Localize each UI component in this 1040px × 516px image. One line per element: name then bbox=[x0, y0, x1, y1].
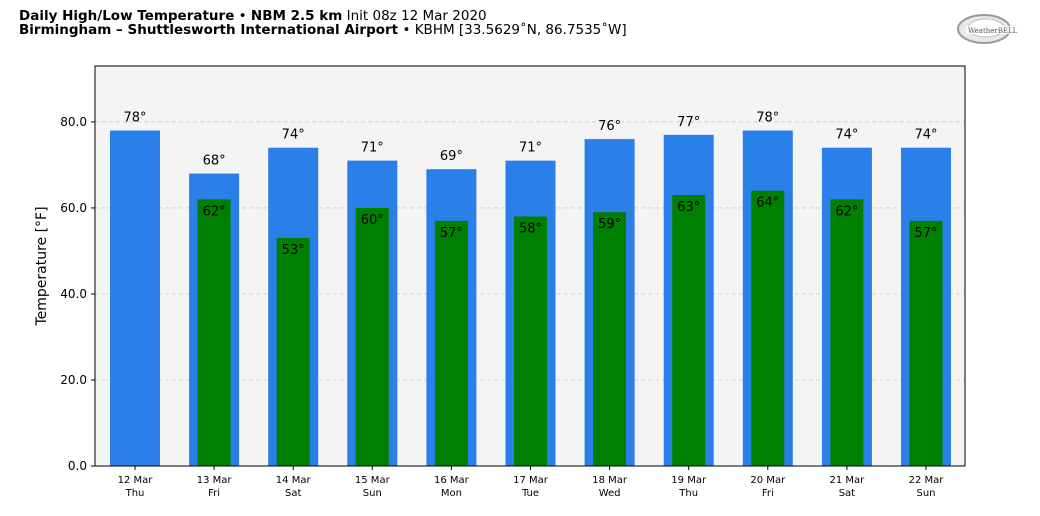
x-tick-day: Mon bbox=[441, 488, 462, 499]
x-tick-day: Thu bbox=[125, 488, 145, 499]
title-text: Daily High/Low Temperature bbox=[19, 8, 235, 24]
low-temp-bar bbox=[593, 212, 627, 466]
value-labels: 78° 68° 62° 74° 53° 71° 60° 69° 57° 71° 58° 76° 59° 7… bbox=[123, 111, 937, 259]
chart-subtitle: Birmingham – Shuttlesworth International… bbox=[19, 23, 627, 38]
high-temp-label: 74° bbox=[282, 128, 305, 143]
x-tick-day: Tue bbox=[521, 488, 539, 499]
y-tick-label: 60.0 bbox=[60, 201, 87, 215]
low-temp-bar bbox=[830, 199, 864, 467]
low-temp-bar bbox=[672, 195, 706, 466]
model-name: NBM 2.5 km bbox=[250, 8, 343, 24]
high-temp-label: 78° bbox=[123, 111, 146, 126]
low-temp-label: 57° bbox=[914, 226, 937, 241]
low-temp-bar bbox=[276, 238, 310, 466]
station-info: KBHM [33.5629˚N, 86.7535˚W] bbox=[414, 22, 627, 38]
init-time: Init 08z 12 Mar 2020 bbox=[346, 8, 487, 24]
x-tick-date: 17 Mar bbox=[513, 475, 549, 486]
x-tick-date: 12 Mar bbox=[118, 475, 154, 486]
title-separator: • bbox=[238, 8, 247, 24]
high-temp-label: 74° bbox=[835, 128, 858, 143]
high-temp-label: 69° bbox=[440, 149, 463, 164]
low-temp-label: 57° bbox=[440, 226, 463, 241]
y-tick-label: 0.0 bbox=[68, 459, 87, 473]
x-tick-day: Sun bbox=[916, 488, 935, 499]
high-temp-label: 74° bbox=[914, 128, 937, 143]
low-temp-bar bbox=[751, 190, 785, 466]
low-temp-label: 62° bbox=[203, 204, 226, 219]
x-tick-day: Sat bbox=[285, 488, 301, 499]
low-temp-label: 60° bbox=[361, 213, 384, 228]
low-temp-bar bbox=[909, 220, 943, 466]
low-temp-label: 59° bbox=[598, 217, 621, 232]
logo-text: WeatherBELL bbox=[968, 27, 1018, 35]
high-temp-bar bbox=[110, 130, 160, 467]
high-temp-label: 77° bbox=[677, 115, 700, 130]
high-temp-label: 71° bbox=[519, 141, 542, 156]
low-temp-label: 62° bbox=[835, 204, 858, 219]
x-tick-day: Fri bbox=[762, 488, 774, 499]
low-temp-bar bbox=[434, 220, 468, 466]
y-tick-label: 40.0 bbox=[60, 287, 87, 301]
axes: 0.0 20.0 40.0 60.0 80.0 12 Mar Thu 13 Mar Fri 14 … bbox=[60, 115, 944, 499]
x-tick-date: 22 Mar bbox=[909, 475, 945, 486]
low-temp-label: 53° bbox=[282, 243, 305, 258]
x-tick-day: Sat bbox=[839, 488, 855, 499]
x-tick-day: Wed bbox=[599, 488, 621, 499]
bars bbox=[110, 130, 951, 467]
high-temp-label: 71° bbox=[361, 141, 384, 156]
x-tick-day: Sun bbox=[363, 488, 382, 499]
x-tick-date: 20 Mar bbox=[750, 475, 786, 486]
low-temp-bar bbox=[197, 199, 231, 467]
x-tick-date: 16 Mar bbox=[434, 475, 470, 486]
x-tick-date: 21 Mar bbox=[830, 475, 866, 486]
chart-title: Daily High/Low Temperature • NBM 2.5 km … bbox=[19, 9, 487, 24]
x-tick-date: 15 Mar bbox=[355, 475, 391, 486]
y-axis-label: Temperature [°F] bbox=[34, 206, 50, 326]
subtitle-separator: • bbox=[402, 22, 411, 38]
low-temp-label: 64° bbox=[756, 196, 779, 211]
high-temp-label: 68° bbox=[203, 154, 226, 169]
x-tick-date: 14 Mar bbox=[276, 475, 312, 486]
x-tick-date: 19 Mar bbox=[671, 475, 707, 486]
y-tick-label: 80.0 bbox=[60, 115, 87, 129]
station-name: Birmingham – Shuttlesworth International… bbox=[19, 22, 399, 38]
x-tick-day: Fri bbox=[208, 488, 220, 499]
low-temp-label: 63° bbox=[677, 200, 700, 215]
high-temp-label: 78° bbox=[756, 111, 779, 126]
x-tick-date: 13 Mar bbox=[197, 475, 233, 486]
weatherbell-logo: WeatherBELL bbox=[957, 14, 1018, 44]
low-temp-label: 58° bbox=[519, 222, 542, 237]
low-temp-bar bbox=[514, 216, 547, 466]
y-tick-label: 20.0 bbox=[60, 373, 87, 387]
low-temp-bar bbox=[355, 207, 389, 466]
x-tick-day: Thu bbox=[678, 488, 698, 499]
high-temp-label: 76° bbox=[598, 119, 621, 134]
x-tick-date: 18 Mar bbox=[592, 475, 628, 486]
